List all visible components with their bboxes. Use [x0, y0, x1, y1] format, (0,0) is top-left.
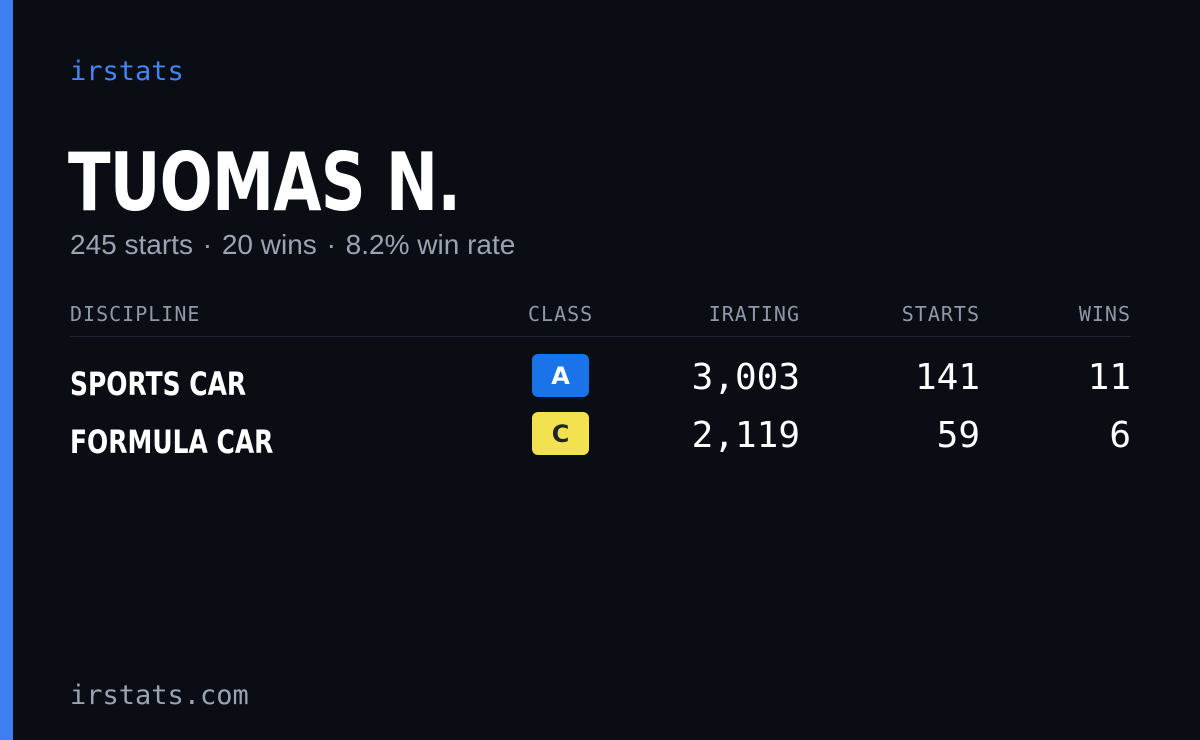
class-badge: C: [532, 412, 589, 455]
row-discipline: FORMULA CAR: [70, 423, 274, 461]
table-row: FORMULA CAR C 2,119 59 6: [70, 412, 1131, 462]
header-wins: WINS: [1078, 302, 1131, 326]
player-name: TUOMAS N.: [68, 136, 461, 229]
accent-bar: [0, 0, 13, 740]
summary-starts: 245 starts: [70, 229, 193, 260]
career-summary: 245 starts · 20 wins · 8.2% win rate: [70, 229, 515, 261]
summary-separator: ·: [326, 229, 336, 260]
row-irating: 2,119: [691, 415, 800, 456]
row-starts: 141: [914, 357, 980, 398]
row-wins: 11: [1087, 357, 1131, 398]
stats-table-header: DISCIPLINE CLASS IRATING STARTS WINS: [70, 300, 1131, 337]
header-irating: IRATING: [708, 302, 800, 326]
header-class: CLASS: [528, 302, 594, 326]
class-badge: A: [532, 354, 589, 397]
summary-win-rate: 8.2% win rate: [345, 229, 516, 260]
summary-separator: ·: [202, 229, 213, 260]
table-row: SPORTS CAR A 3,003 141 11: [70, 354, 1131, 404]
row-irating: 3,003: [691, 357, 800, 398]
header-discipline: DISCIPLINE: [70, 302, 201, 326]
summary-wins: 20 wins: [221, 229, 317, 260]
brand-logo-text: irstats: [70, 56, 184, 87]
header-starts: STARTS: [901, 302, 980, 326]
row-discipline: SPORTS CAR: [70, 365, 247, 403]
row-starts: 59: [936, 415, 980, 456]
site-url: irstats.com: [70, 680, 249, 711]
row-wins: 6: [1109, 415, 1131, 456]
